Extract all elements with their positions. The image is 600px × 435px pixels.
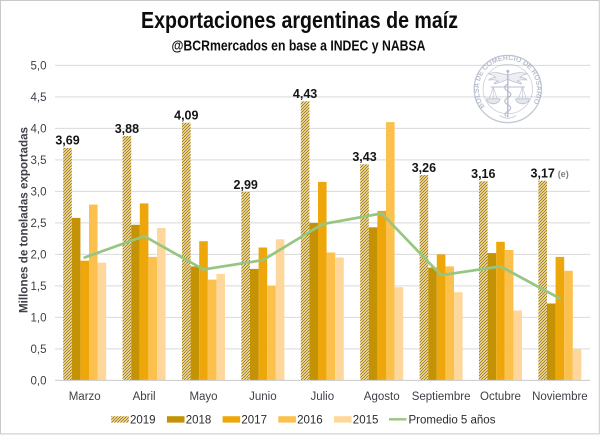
svg-text:(e): (e) — [558, 169, 569, 179]
svg-text:Junio: Junio — [249, 391, 277, 403]
svg-text:2,99: 2,99 — [234, 178, 258, 192]
svg-text:3,5: 3,5 — [31, 155, 47, 167]
svg-text:2015: 2015 — [353, 414, 379, 426]
svg-text:Agosto: Agosto — [364, 391, 400, 403]
svg-text:Septiembre: Septiembre — [412, 391, 471, 403]
svg-text:3,26: 3,26 — [412, 161, 436, 175]
svg-text:3,88: 3,88 — [115, 122, 139, 136]
svg-text:1,5: 1,5 — [31, 281, 47, 293]
svg-text:Millones de toneladas exportad: Millones de toneladas exportadas — [17, 127, 31, 313]
svg-text:5,0: 5,0 — [31, 61, 47, 73]
svg-text:Marzo: Marzo — [69, 391, 101, 403]
svg-text:2017: 2017 — [241, 414, 267, 426]
svg-text:3,69: 3,69 — [55, 134, 79, 148]
svg-text:Noviembre: Noviembre — [532, 391, 588, 403]
svg-text:2016: 2016 — [297, 414, 323, 426]
svg-text:0,5: 0,5 — [31, 344, 47, 356]
svg-text:0,0: 0,0 — [31, 376, 47, 388]
svg-text:3,17: 3,17 — [531, 167, 555, 181]
svg-text:2,0: 2,0 — [31, 250, 47, 262]
svg-text:Octubre: Octubre — [480, 391, 521, 403]
svg-text:3,43: 3,43 — [352, 150, 376, 164]
svg-text:4,5: 4,5 — [31, 92, 47, 104]
svg-text:Abril: Abril — [133, 391, 156, 403]
svg-text:1,0: 1,0 — [31, 313, 47, 325]
svg-text:3,16: 3,16 — [471, 167, 495, 181]
svg-text:Exportaciones argentinas de ma: Exportaciones argentinas de maíz — [141, 7, 458, 33]
svg-text:3,0: 3,0 — [31, 187, 47, 199]
svg-text:4,0: 4,0 — [31, 124, 47, 136]
svg-text:@BCRmercados en base a INDEC y: @BCRmercados en base a INDEC y NABSA — [172, 38, 426, 54]
svg-text:2019: 2019 — [130, 414, 156, 426]
svg-text:Promedio 5 años: Promedio 5 años — [409, 414, 496, 426]
svg-text:Julio: Julio — [310, 391, 334, 403]
svg-text:Mayo: Mayo — [189, 391, 217, 403]
svg-text:2,5: 2,5 — [31, 218, 47, 230]
svg-text:4,09: 4,09 — [174, 109, 198, 123]
svg-text:2018: 2018 — [186, 414, 212, 426]
svg-text:4,43: 4,43 — [293, 87, 317, 101]
